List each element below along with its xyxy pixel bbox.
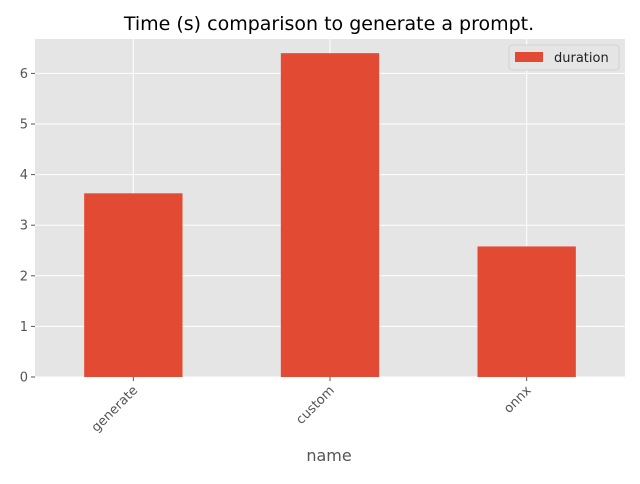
legend: duration xyxy=(508,44,620,71)
chart-title: Time (s) comparison to generate a prompt… xyxy=(123,13,534,35)
bar-generate xyxy=(84,193,183,377)
legend-label: duration xyxy=(554,51,609,66)
y-tick-label: 5 xyxy=(20,118,28,133)
legend-swatch xyxy=(515,52,543,62)
y-tick-label: 6 xyxy=(20,67,28,82)
y-tick-label: 3 xyxy=(20,219,28,234)
y-tick-label: 0 xyxy=(20,371,28,386)
x-tick-label: onnx xyxy=(501,383,535,417)
x-tick-label: custom xyxy=(293,383,337,427)
x-tick-label: generate xyxy=(89,383,141,435)
y-tick-label: 1 xyxy=(20,320,28,335)
y-tick-label: 4 xyxy=(20,168,28,183)
legend-box xyxy=(508,44,620,71)
x-axis-label: name xyxy=(306,446,351,465)
bar-onnx xyxy=(477,246,576,377)
bar-custom xyxy=(280,53,380,377)
y-tick-label: 2 xyxy=(20,269,28,284)
